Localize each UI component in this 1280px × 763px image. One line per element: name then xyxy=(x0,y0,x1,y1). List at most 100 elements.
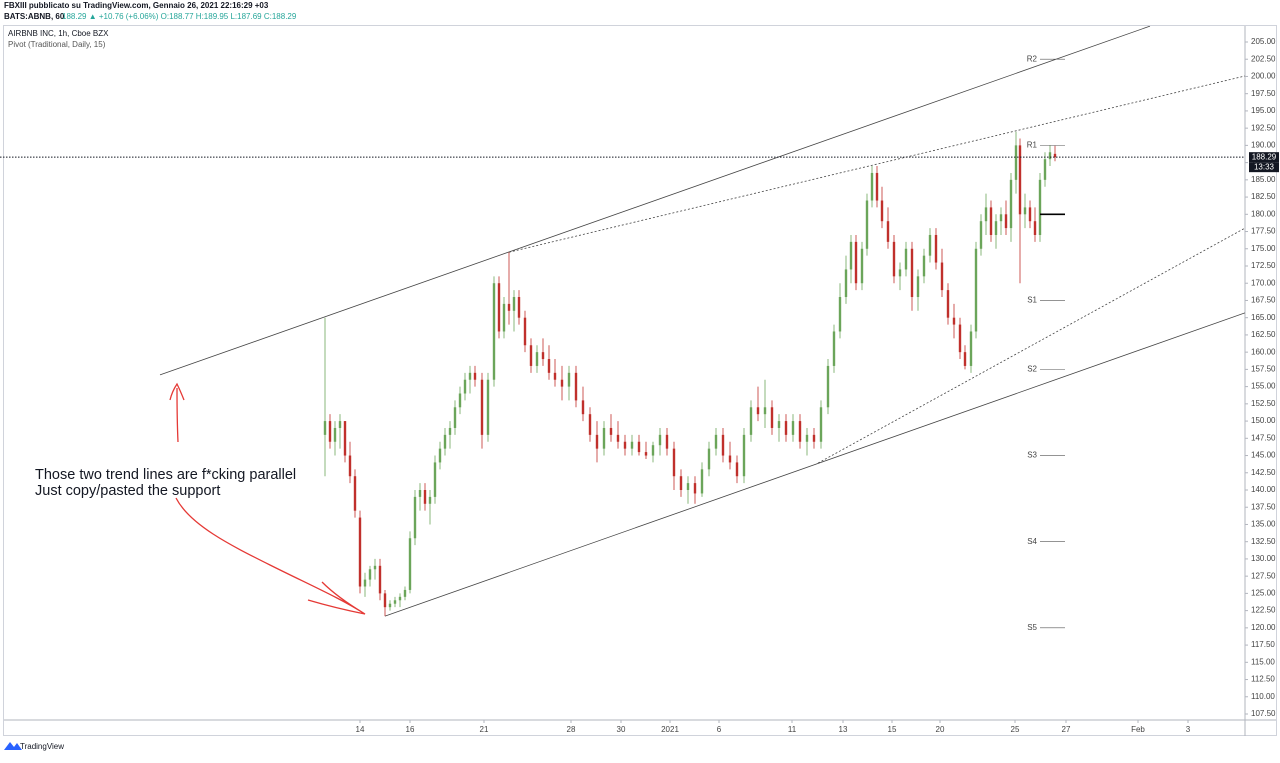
y-tick-label: 117.50 xyxy=(1251,640,1275,649)
y-tick-label: 185.00 xyxy=(1251,175,1276,184)
y-tick-label: 167.50 xyxy=(1251,296,1276,305)
y-tick-label: 135.00 xyxy=(1251,520,1276,529)
candle-body xyxy=(1048,152,1052,160)
y-tick-label: 177.50 xyxy=(1251,227,1276,236)
countdown-label: 13:33 xyxy=(1254,162,1275,171)
candle-body xyxy=(353,476,357,511)
candle-body xyxy=(398,596,402,601)
candle-body xyxy=(368,569,372,580)
candle-body xyxy=(770,407,774,428)
x-tick-label: 16 xyxy=(406,725,415,734)
candle-body xyxy=(928,234,932,256)
candle-body xyxy=(886,221,890,242)
y-tick-label: 145.00 xyxy=(1251,451,1276,460)
y-tick-label: 107.50 xyxy=(1251,709,1276,718)
candle-body xyxy=(749,407,753,435)
y-tick-label: 112.50 xyxy=(1251,675,1275,684)
arrow-up xyxy=(169,382,185,443)
candle-body xyxy=(844,269,848,298)
candle-body xyxy=(602,427,606,449)
candle-body xyxy=(979,221,983,249)
candle-body xyxy=(1033,221,1037,235)
x-tick-label: 3 xyxy=(1186,725,1191,734)
annotation: Those two trend lines are f*cking parall… xyxy=(35,467,296,483)
trend-line xyxy=(817,227,1245,464)
candle-body xyxy=(453,407,457,428)
y-tick-label: 155.00 xyxy=(1251,382,1276,391)
candle-body xyxy=(403,589,407,597)
candle-body xyxy=(588,414,592,435)
y-tick-label: 125.00 xyxy=(1251,588,1276,597)
candle-body xyxy=(348,455,352,477)
y-tick-label: 150.00 xyxy=(1251,416,1276,425)
candle-body xyxy=(812,434,816,442)
x-tick-label: 25 xyxy=(1011,725,1020,734)
x-tick-label: 11 xyxy=(788,725,797,734)
logo-icon xyxy=(4,742,22,750)
candle-body xyxy=(383,593,387,608)
x-tick-label: 13 xyxy=(839,725,848,734)
candle-body xyxy=(994,221,998,235)
trend-line xyxy=(159,26,1151,376)
candle-body xyxy=(672,448,676,477)
candle-body xyxy=(1038,179,1042,235)
candle-body xyxy=(567,372,571,387)
y-tick-label: 137.50 xyxy=(1251,502,1276,511)
pivot-label: S4 xyxy=(1027,537,1037,546)
y-tick-label: 115.00 xyxy=(1251,657,1275,666)
candle-body xyxy=(408,538,412,590)
candle-body xyxy=(832,331,836,366)
candle-body xyxy=(707,448,711,470)
y-tick-label: 175.00 xyxy=(1251,244,1276,253)
candle-body xyxy=(952,317,956,325)
candle-body xyxy=(721,434,725,456)
candle-body xyxy=(880,200,884,222)
candle-body xyxy=(438,448,442,463)
x-tick-label: 30 xyxy=(617,725,626,734)
annotation: Just copy/pasted the support xyxy=(35,483,220,499)
candle-body xyxy=(507,303,511,311)
candle-body xyxy=(492,283,496,380)
candle-body xyxy=(826,365,830,408)
candle-body xyxy=(547,359,551,373)
candle-body xyxy=(480,379,484,435)
candle-body xyxy=(644,452,648,456)
candle-body xyxy=(560,379,564,387)
pivot-label: R2 xyxy=(1027,54,1038,63)
y-tick-label: 180.00 xyxy=(1251,209,1276,218)
candle-body xyxy=(922,255,926,277)
candle-body xyxy=(777,421,781,428)
x-tick-label: 2021 xyxy=(661,725,679,734)
pivot-label: S5 xyxy=(1027,623,1037,632)
plot xyxy=(159,26,1245,617)
y-tick-label: 190.00 xyxy=(1251,140,1276,149)
candle-body xyxy=(373,565,377,570)
candle-body xyxy=(1004,214,1008,229)
symbol: BATS:ABNB, 60 xyxy=(4,12,65,21)
last-price-box xyxy=(1249,152,1279,163)
candle-body xyxy=(910,248,914,298)
candle-body xyxy=(423,490,427,504)
candle-body xyxy=(665,434,669,449)
y-tick-label: 195.00 xyxy=(1251,106,1276,115)
candle-body xyxy=(940,262,944,291)
candle-body xyxy=(763,407,767,415)
candle-body xyxy=(529,345,533,366)
y-tick-label: 140.00 xyxy=(1251,485,1276,494)
candle-body xyxy=(875,172,879,201)
candle-body xyxy=(838,297,842,332)
candle-body xyxy=(658,434,662,446)
candle-body xyxy=(388,603,392,608)
candle-body xyxy=(984,207,988,222)
candle-body xyxy=(904,248,908,270)
candle-body xyxy=(553,372,557,380)
candle-body xyxy=(512,297,516,311)
candle-body xyxy=(323,421,327,435)
candle-body xyxy=(714,434,718,449)
candle-body xyxy=(784,421,788,435)
candle-body xyxy=(413,496,417,539)
candle-body xyxy=(541,352,545,360)
candle-body xyxy=(333,427,337,442)
y-tick-label: 182.50 xyxy=(1251,192,1276,201)
